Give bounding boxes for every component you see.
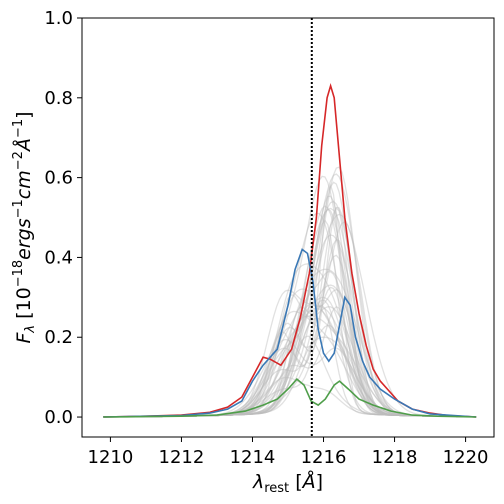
- y-tick-label: 0.2: [44, 327, 73, 348]
- background-spectra: [103, 166, 476, 418]
- x-tick-label: 1212: [159, 447, 205, 468]
- background-spectrum-line: [103, 212, 476, 418]
- highlighted-spectra: [103, 82, 477, 418]
- background-spectrum-line: [103, 296, 476, 418]
- x-tick-label: 1216: [301, 447, 347, 468]
- x-tick-label: 1214: [230, 447, 276, 468]
- y-tick-label: 0.4: [44, 247, 73, 268]
- y-axis: 0.0 0.2 0.4 0.6 0.8 1.0: [44, 8, 82, 428]
- x-axis: 1210 1212 1214 1216 1218 1220: [88, 437, 489, 468]
- x-tick-label: 1218: [372, 447, 418, 468]
- y-tick-label: 1.0: [44, 8, 73, 29]
- y-tick-label: 0.8: [44, 88, 73, 109]
- spectrum-line-3: [103, 377, 477, 418]
- spectrum-line-1: [103, 82, 477, 418]
- y-tick-label: 0.6: [44, 168, 73, 189]
- plot-area: [81, 17, 495, 438]
- x-tick-label: 1210: [88, 447, 134, 468]
- y-tick-label: 0.0: [44, 407, 73, 428]
- x-axis-title: λrest [Å]: [252, 470, 323, 496]
- x-tick-label: 1220: [443, 447, 489, 468]
- spectrum-line-2: [103, 248, 477, 418]
- y-axis-title: Fλ [10−18ergs−1cm−2Å−1]: [11, 111, 38, 343]
